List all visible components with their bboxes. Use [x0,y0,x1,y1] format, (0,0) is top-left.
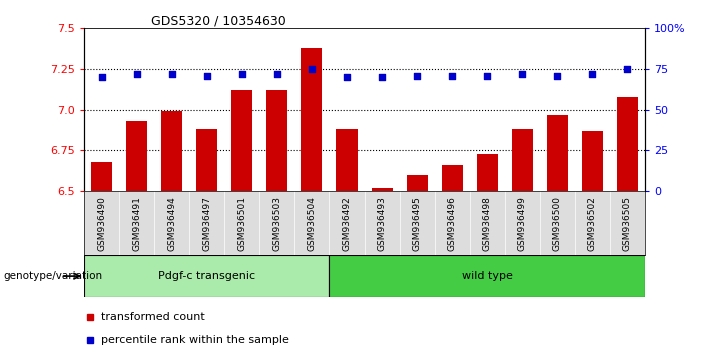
Bar [617,97,638,191]
Bar [161,112,182,191]
Point [517,71,528,77]
Point [552,73,563,78]
Bar [512,129,533,191]
Point [166,71,177,77]
Text: GSM936505: GSM936505 [623,196,632,251]
Point [376,74,388,80]
Bar [84,255,329,297]
Text: percentile rank within the sample: percentile rank within the sample [101,335,289,346]
Bar [442,165,463,191]
Bar [477,154,498,191]
Bar [126,121,147,191]
Bar [329,255,645,297]
Text: transformed count: transformed count [101,312,205,322]
Point [411,73,423,78]
Bar [582,131,603,191]
Bar [547,115,568,191]
Text: GSM936495: GSM936495 [413,196,421,251]
Point [271,71,283,77]
Point [587,71,598,77]
Text: GDS5320 / 10354630: GDS5320 / 10354630 [151,14,286,27]
Text: GSM936492: GSM936492 [343,196,351,251]
Bar [407,175,428,191]
Text: GSM936501: GSM936501 [238,196,246,251]
Bar [231,90,252,191]
Text: wild type: wild type [462,271,512,281]
Text: GSM936496: GSM936496 [448,196,456,251]
Point [341,74,353,80]
Bar [372,188,393,191]
Text: GSM936500: GSM936500 [553,196,562,251]
Point [306,66,318,72]
Text: GSM936504: GSM936504 [308,196,316,251]
Text: GSM936499: GSM936499 [518,196,526,251]
Point [482,73,493,78]
Text: GSM936490: GSM936490 [97,196,106,251]
Point [131,71,142,77]
Text: GSM936491: GSM936491 [132,196,141,251]
Text: genotype/variation: genotype/variation [4,271,102,281]
Text: GSM936498: GSM936498 [483,196,491,251]
Text: GSM936497: GSM936497 [203,196,211,251]
Text: GSM936503: GSM936503 [273,196,281,251]
Point [201,73,212,78]
Bar [266,90,287,191]
Text: GSM936502: GSM936502 [588,196,597,251]
Text: GSM936493: GSM936493 [378,196,386,251]
Text: Pdgf-c transgenic: Pdgf-c transgenic [158,271,255,281]
Bar [91,162,112,191]
Point [96,74,107,80]
Bar [336,129,358,191]
Bar [196,129,217,191]
Point [447,73,458,78]
Point [236,71,247,77]
Point [622,66,633,72]
Bar [301,48,322,191]
Text: GSM936494: GSM936494 [168,196,176,251]
